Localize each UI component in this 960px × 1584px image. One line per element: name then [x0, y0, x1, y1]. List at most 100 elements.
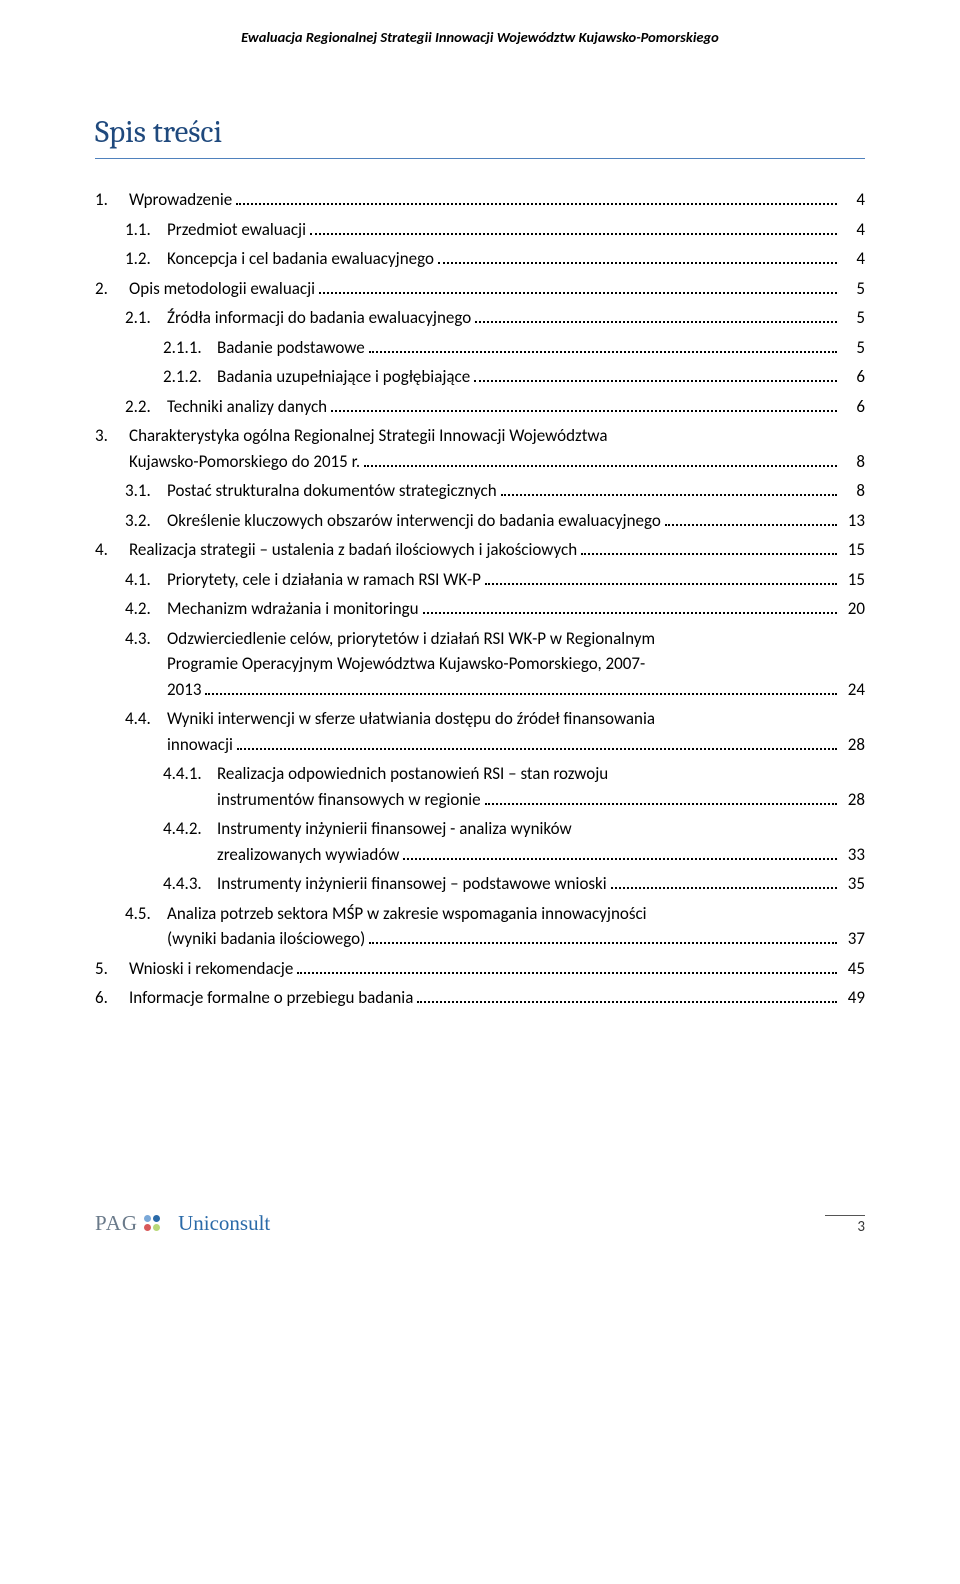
toc-page: 49 — [841, 985, 865, 1011]
toc-text: innowacji — [163, 732, 233, 758]
toc-page: 20 — [841, 596, 865, 622]
toc-page: 4 — [841, 217, 865, 243]
toc-entry: 1.2.Koncepcja i cel badania ewaluacyjneg… — [95, 246, 865, 272]
toc-text: Postać strukturalna dokumentów strategic… — [163, 478, 497, 504]
toc-page: 8 — [841, 449, 865, 475]
toc-page: 8 — [841, 478, 865, 504]
toc-page: 5 — [841, 335, 865, 361]
toc-entry: 1.1.Przedmiot ewaluacji4 — [95, 217, 865, 243]
toc-text: Badania uzupełniające i pogłębiające — [213, 364, 470, 390]
toc-number: 2.1.1. — [163, 335, 213, 361]
toc-number: 4. — [95, 537, 125, 563]
footer-logos: PAG Uniconsult — [95, 1211, 270, 1236]
toc-entry: 2.1.Źródła informacji do badania ewaluac… — [95, 305, 865, 331]
toc-dots — [581, 540, 837, 555]
toc-text: Wprowadzenie — [125, 187, 232, 213]
toc-number: 2.2. — [125, 394, 163, 420]
toc-number: 4.4. — [125, 706, 163, 732]
toc-text: Opis metodologii ewaluacji — [125, 276, 315, 302]
toc-dots — [485, 789, 837, 804]
toc-entry: 3.Charakterystyka ogólna Regionalnej Str… — [95, 423, 865, 474]
toc-page: 15 — [841, 537, 865, 563]
toc-page: 28 — [841, 787, 865, 813]
toc-dots — [237, 734, 837, 749]
toc-entry: 1.Wprowadzenie4 — [95, 187, 865, 213]
toc-number: 2.1. — [125, 305, 163, 331]
toc-text: Odzwierciedlenie celów, priorytetów i dz… — [163, 626, 655, 652]
toc-page: 13 — [841, 508, 865, 534]
toc-entry: 2.1.2.Badania uzupełniające i pogłębiają… — [95, 364, 865, 390]
toc-text: Informacje formalne o przebiegu badania — [125, 985, 413, 1011]
pag-logo: PAG — [95, 1211, 160, 1236]
toc-text: Realizacja odpowiednich postanowień RSI … — [213, 761, 608, 787]
toc-dots — [319, 278, 837, 293]
toc-entry: 3.2.Określenie kluczowych obszarów inter… — [95, 508, 865, 534]
toc-number: 6. — [95, 985, 125, 1011]
toc-page: 28 — [841, 732, 865, 758]
toc-text: Kujawsko-Pomorskiego do 2015 r. — [125, 449, 360, 475]
toc-dots — [665, 510, 837, 525]
title-underline — [95, 158, 865, 159]
pag-dots-icon — [144, 1215, 160, 1231]
toc-entry: 2.2.Techniki analizy danych 6 — [95, 394, 865, 420]
toc-entry: 4.3.Odzwierciedlenie celów, priorytetów … — [95, 626, 865, 703]
toc-page: 15 — [841, 567, 865, 593]
toc-dots — [369, 337, 837, 352]
toc-text: Badanie podstawowe — [213, 335, 365, 361]
toc-number: 3.1. — [125, 478, 163, 504]
toc-number: 4.4.3. — [163, 871, 213, 897]
toc-number: 4.4.1. — [163, 761, 213, 787]
toc-entry: 4.2.Mechanizm wdrażania i monitoringu20 — [95, 596, 865, 622]
toc-page: 5 — [841, 276, 865, 302]
toc-number: 2. — [95, 276, 125, 302]
toc-text: Techniki analizy danych — [163, 394, 327, 420]
toc-entry: 2.1.1.Badanie podstawowe 5 — [95, 335, 865, 361]
toc-entry: 4.Realizacja strategii – ustalenia z bad… — [95, 537, 865, 563]
pag-logo-text: PAG — [95, 1211, 138, 1236]
toc-text: Określenie kluczowych obszarów interwenc… — [163, 508, 661, 534]
toc-dots — [331, 396, 837, 411]
toc-dots — [310, 219, 837, 234]
page-number-line — [825, 1215, 865, 1216]
toc-text: Źródła informacji do badania ewaluacyjne… — [163, 305, 471, 331]
toc-text: (wyniki badania ilościowego) — [163, 926, 365, 952]
toc-number: 5. — [95, 956, 125, 982]
toc-text: Koncepcja i cel badania ewaluacyjnego — [163, 246, 434, 272]
toc-page: 4 — [841, 246, 865, 272]
page-number: 3 — [825, 1218, 865, 1236]
toc-number: 1.1. — [125, 217, 163, 243]
toc-dots — [501, 481, 837, 496]
toc-number: 3.2. — [125, 508, 163, 534]
toc-entry: 4.4.3.Instrumenty inżynierii finansowej … — [95, 871, 865, 897]
toc-dots — [485, 569, 837, 584]
toc-entry: 3.1.Postać strukturalna dokumentów strat… — [95, 478, 865, 504]
toc-number: 2.1.2. — [163, 364, 213, 390]
toc-dots — [475, 308, 837, 323]
toc-page: 37 — [841, 926, 865, 952]
toc-dots — [403, 844, 837, 859]
page-footer: PAG Uniconsult 3 — [95, 1211, 865, 1236]
toc-number: 4.2. — [125, 596, 163, 622]
toc-page: 6 — [841, 394, 865, 420]
toc-text: Analiza potrzeb sektora MŚP w zakresie w… — [163, 901, 647, 927]
uniconsult-logo: Uniconsult — [178, 1211, 270, 1236]
toc-page: 24 — [841, 677, 865, 703]
toc-number: 3. — [95, 423, 125, 449]
toc-entry: 4.4.2.Instrumenty inżynierii finansowej … — [95, 816, 865, 867]
toc-title: Spis treści — [95, 114, 865, 150]
toc-dots — [438, 249, 837, 264]
toc-number: 4.4.2. — [163, 816, 213, 842]
toc-text: Wyniki interwencji w sferze ułatwiania d… — [163, 706, 655, 732]
toc-entry: 4.4.1.Realizacja odpowiednich postanowie… — [95, 761, 865, 812]
toc-dots — [205, 679, 837, 694]
toc-entry: 4.5.Analiza potrzeb sektora MŚP w zakres… — [95, 901, 865, 952]
toc-text: instrumentów finansowych w regionie — [213, 787, 481, 813]
toc-entry: 2.Opis metodologii ewaluacji 5 — [95, 276, 865, 302]
toc-text: 2013 — [163, 677, 201, 703]
toc-number: 4.5. — [125, 901, 163, 927]
toc-entry: 4.1.Priorytety, cele i działania w ramac… — [95, 567, 865, 593]
toc-text: Programie Operacyjnym Województwa Kujaws… — [163, 651, 645, 677]
toc-text: Wnioski i rekomendacje — [125, 956, 293, 982]
toc-text: Priorytety, cele i działania w ramach RS… — [163, 567, 481, 593]
toc-page: 6 — [841, 364, 865, 390]
